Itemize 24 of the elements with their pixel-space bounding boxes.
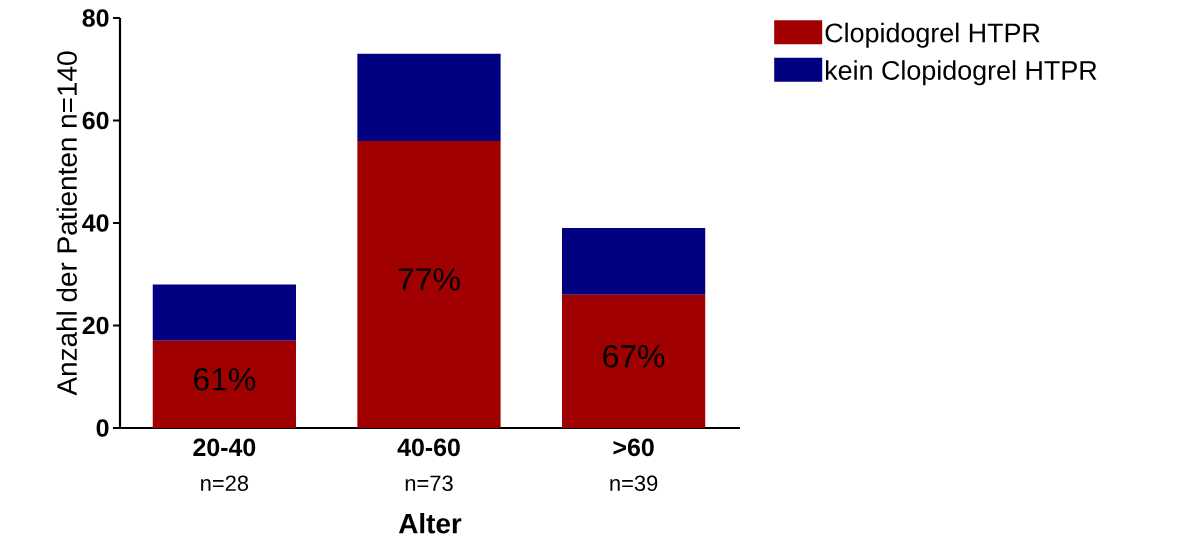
y-tick-label: 40 [82,214,109,232]
bar [561,228,706,295]
annotation: 67% [603,344,665,368]
x-tick-label: >60 [613,438,654,457]
y-tick-label: 20 [82,316,109,335]
bar [152,340,296,428]
bar [357,53,501,141]
bar [357,140,501,428]
annotation: 61% [194,368,256,391]
legend-label: kein Clopidogrel HTPR [826,60,1097,86]
x-tick-label: 20-40 [193,438,256,457]
annotation: 77% [398,268,460,291]
x-tick-label: 40-60 [397,438,460,457]
legend-label: Clopidogrel HTPR [825,22,1040,48]
bar [561,294,706,428]
y-tick-label: 60 [82,111,109,130]
y-axis-title: Anzahl der Patienten n=140 [56,51,77,396]
x-axis-title: Alter [398,512,462,534]
total-label: n=73 [405,475,453,492]
y-tick-label: 0 [96,419,109,437]
total-label: n=28 [201,475,249,492]
y-tick-label: 80 [82,9,109,27]
bar [152,284,296,341]
total-label: n=39 [610,475,658,492]
